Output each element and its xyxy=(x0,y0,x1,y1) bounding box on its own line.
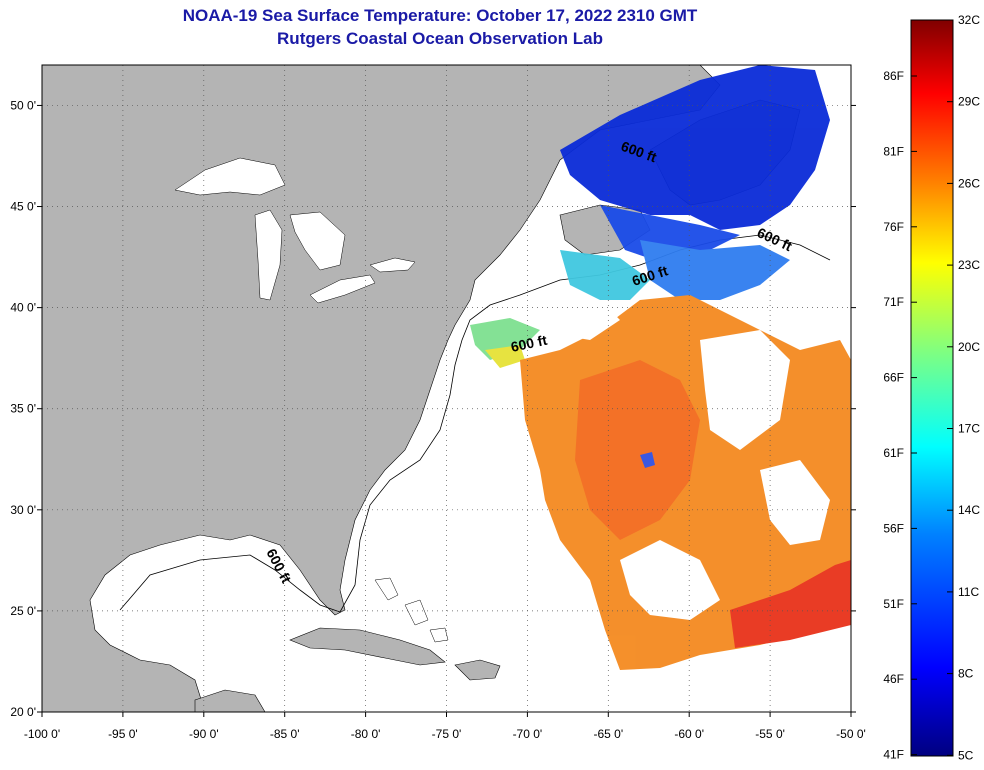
lon-tick-label: -60 0' xyxy=(674,727,704,741)
colorbar-f-label: 41F xyxy=(883,748,904,762)
colorbar-f-label: 61F xyxy=(883,446,904,460)
colorbar-c-label: 8C xyxy=(958,667,974,681)
colorbar-f-label: 81F xyxy=(883,144,904,158)
lon-tick-label: -95 0' xyxy=(108,727,138,741)
lat-tick-label: 20 0' xyxy=(10,705,36,719)
colorbar-c-label: 17C xyxy=(958,422,980,436)
lon-tick-label: -55 0' xyxy=(755,727,785,741)
lake-michigan xyxy=(254,209,283,301)
lon-tick-label: -70 0' xyxy=(513,727,543,741)
lake-huron xyxy=(289,211,346,271)
colorbar-f-label: 86F xyxy=(883,69,904,83)
colorbar-c-label: 11C xyxy=(958,585,979,599)
colorbar-c-label: 5C xyxy=(958,748,974,762)
lake-erie xyxy=(309,274,376,304)
colorbar-fahrenheit-labels: 86F 81F 76F 71F 66F 61F 56F 51F 46F 41F xyxy=(883,69,917,762)
lon-tick-label: -100 0' xyxy=(24,727,60,741)
lon-tick-label: -75 0' xyxy=(432,727,462,741)
hispaniola-land xyxy=(454,659,501,681)
lon-tick-label: -80 0' xyxy=(351,727,381,741)
colorbar-f-label: 56F xyxy=(883,521,904,535)
yucatan-land xyxy=(194,689,266,712)
map-title: NOAA-19 Sea Surface Temperature: October… xyxy=(182,6,698,25)
colorbar-f-label: 71F xyxy=(883,295,904,309)
lon-tick-label: -85 0' xyxy=(270,727,300,741)
colorbar-c-label: 32C xyxy=(958,13,980,27)
lake-ontario xyxy=(369,257,416,273)
isobath-label: 600 ft xyxy=(509,332,548,355)
north-america-land xyxy=(42,65,721,712)
cuba-land xyxy=(289,627,446,666)
colorbar xyxy=(910,19,954,757)
lat-tick-label: 45 0' xyxy=(10,200,36,214)
latitude-axis: 50 0' 45 0' 40 0' 35 0' 30 0' 25 0' 20 0' xyxy=(10,98,856,719)
lat-tick-label: 40 0' xyxy=(10,301,36,315)
map-subtitle: Rutgers Coastal Ocean Observation Lab xyxy=(277,29,603,48)
colorbar-celsius-labels: 32C 29C 26C 23C 20C 17C 14C 11C 8C 5C xyxy=(947,13,980,762)
colorbar-f-label: 51F xyxy=(883,597,904,611)
colorbar-c-label: 14C xyxy=(958,503,980,517)
lon-tick-label: -65 0' xyxy=(593,727,623,741)
colorbar-f-label: 66F xyxy=(883,371,904,385)
colorbar-c-label: 26C xyxy=(958,176,980,190)
colorbar-f-label: 46F xyxy=(883,672,904,686)
colorbar-c-label: 23C xyxy=(958,258,980,272)
lat-tick-label: 50 0' xyxy=(10,98,36,112)
colorbar-c-label: 29C xyxy=(958,95,980,109)
lon-tick-label: -90 0' xyxy=(189,727,219,741)
colorbar-c-label: 20C xyxy=(958,340,980,354)
sst-swath xyxy=(470,65,851,670)
longitude-axis: -100 0' -95 0' -90 0' -85 0' -80 0' -75 0' -70… xyxy=(24,712,866,741)
lat-tick-label: 35 0' xyxy=(10,402,36,416)
bahamas-islands xyxy=(374,577,449,643)
lat-tick-label: 25 0' xyxy=(10,604,36,618)
lat-tick-label: 30 0' xyxy=(10,503,36,517)
lon-tick-label: -50 0' xyxy=(836,727,866,741)
colorbar-f-label: 76F xyxy=(883,220,904,234)
